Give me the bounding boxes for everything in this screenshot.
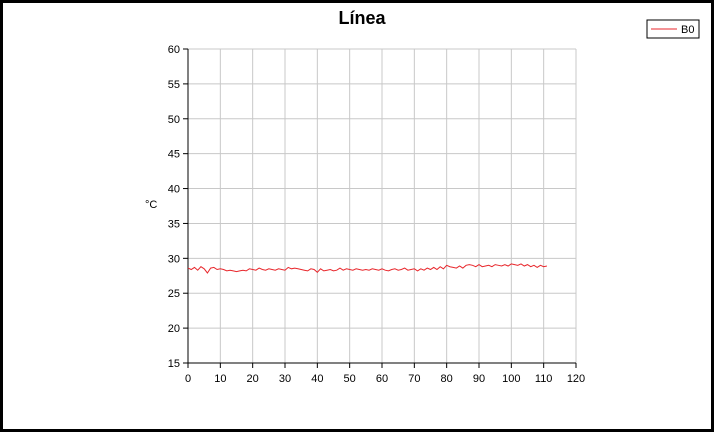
legend-label-b0: B0 [681, 24, 694, 36]
x-tick-label: 110 [535, 373, 553, 385]
x-tick-label: 40 [311, 373, 323, 385]
x-tick-label: 60 [376, 373, 388, 385]
x-tick-label: 50 [344, 373, 356, 385]
x-tick-label: 10 [214, 373, 226, 385]
y-tick-label: 15 [168, 358, 180, 370]
x-tick-label: 70 [408, 373, 420, 385]
y-tick-label: 20 [168, 323, 180, 335]
y-tick-label: 60 [168, 44, 180, 56]
y-tick-label: 35 [168, 218, 180, 230]
x-tick-label: 80 [441, 373, 453, 385]
line-chart: Línea °C 0 10 20 30 40 50 60 70 80 90 100 110 120 15 2… [145, 8, 700, 385]
axes [183, 48, 577, 368]
y-axis-label: °C [145, 199, 157, 211]
x-tick-label: 0 [185, 373, 191, 385]
x-tick-label: 30 [279, 373, 291, 385]
x-tick-label: 100 [502, 373, 520, 385]
x-tick-label: 90 [473, 373, 485, 385]
legend: B0 [646, 19, 700, 39]
x-tick-label: 120 [567, 373, 585, 385]
y-tick-label: 50 [168, 114, 180, 126]
y-tick-label: 25 [168, 288, 180, 300]
y-tick-label: 55 [168, 79, 180, 91]
y-tick-label: 45 [168, 149, 180, 161]
tick-labels: 0 10 20 30 40 50 60 70 80 90 100 110 120 15 20 25 30 35 40… [168, 44, 585, 385]
series-line-b0 [187, 263, 548, 274]
grid-lines [188, 48, 577, 363]
chart-title: Línea [338, 8, 386, 28]
y-tick-label: 40 [168, 184, 180, 196]
series-lines [187, 263, 548, 274]
y-tick-label: 30 [168, 253, 180, 265]
x-tick-label: 20 [247, 373, 259, 385]
